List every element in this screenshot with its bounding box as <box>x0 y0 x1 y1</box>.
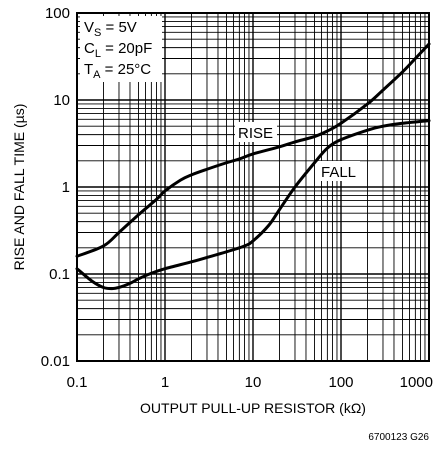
rise-label-bg <box>235 122 277 142</box>
plot-frame <box>76 12 430 362</box>
condition-line: CL = 20pF <box>84 40 152 60</box>
x-tick-label: 10 <box>245 374 262 391</box>
y-tick-label: 0.01 <box>41 353 70 370</box>
conditions-box <box>80 16 162 82</box>
rise-label: RISE <box>238 125 273 142</box>
x-tick-labels: 0.1 1 10 100 1000 <box>67 374 433 391</box>
x-tick-label: 100 <box>328 374 353 391</box>
y-tick-label: 100 <box>45 5 70 22</box>
series-lines <box>75 42 431 291</box>
figure-code: 6700123 G26 <box>368 432 429 443</box>
fall-label-bg <box>318 161 360 181</box>
y-tick-label: 0.1 <box>49 266 70 283</box>
fall-label: FALL <box>321 164 356 181</box>
condition-line: VS = 5V <box>84 19 137 39</box>
condition-line: TA = 25°C <box>84 61 151 81</box>
y-tick-label: 10 <box>53 92 70 109</box>
y-axis-title: RISE AND FALL TIME (µs) <box>11 104 27 271</box>
x-tick-label: 0.1 <box>67 374 88 391</box>
y-tick-label: 1 <box>62 179 70 196</box>
x-axis-title: OUTPUT PULL-UP RESISTOR (kΩ) <box>140 400 366 416</box>
series-line-fall <box>75 119 431 291</box>
series-line-rise <box>75 42 431 258</box>
x-tick-label: 1 <box>161 374 169 391</box>
x-tick-label: 1000 <box>400 374 433 391</box>
y-tick-labels: 100 10 1 0.1 0.01 <box>41 5 70 370</box>
